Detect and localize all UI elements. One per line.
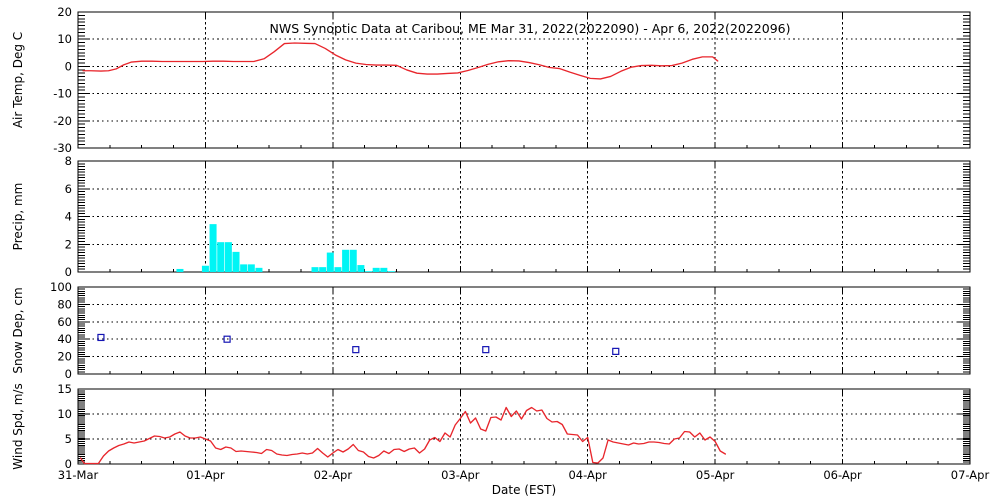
- precip-bar: [326, 252, 334, 272]
- y-tick-label: 20: [57, 350, 72, 364]
- y-axis-label-air-temperature: Air Temp, Deg C: [11, 32, 25, 128]
- precip-bar: [247, 264, 255, 272]
- x-tick-label: 06-Apr: [823, 468, 862, 482]
- y-axis-label-wind-speed: Wind Spd, m/s: [11, 383, 25, 469]
- y-tick-label: 0: [65, 457, 72, 471]
- precip-bar: [334, 267, 342, 272]
- series-line-wind-speed: [79, 406, 727, 465]
- snow-depth-marker: [612, 347, 620, 355]
- precip-bar: [176, 268, 184, 272]
- y-axis-label-precipitation: Precip, mm: [11, 183, 25, 251]
- precip-bar: [357, 265, 365, 272]
- precip-bar: [209, 224, 217, 272]
- y-tick-label: 0: [65, 59, 72, 73]
- y-tick-label: 10: [57, 32, 72, 46]
- y-tick-label: 80: [57, 297, 72, 311]
- precip-bar: [201, 265, 209, 272]
- precip-bar: [380, 267, 388, 272]
- x-tick-label: 07-Apr: [951, 468, 990, 482]
- y-tick-label: 4: [65, 210, 72, 224]
- y-tick-label: 15: [57, 382, 72, 396]
- y-tick-label: 20: [57, 5, 72, 19]
- precip-bar: [342, 249, 350, 272]
- y-tick-label: -30: [53, 141, 72, 155]
- y-tick-label: -20: [53, 114, 72, 128]
- y-tick-label: 100: [50, 280, 72, 294]
- precip-bar: [372, 267, 380, 272]
- y-tick-label: 5: [65, 432, 72, 446]
- y-tick-label: 6: [65, 182, 72, 196]
- snow-depth-marker: [482, 346, 490, 354]
- snow-depth-marker: [223, 335, 231, 343]
- panel-group: -30 -20 -10 0 10 20 Air Temp, Deg C 0 2 4 6 8 Precip…: [11, 5, 989, 482]
- precip-bar: [217, 242, 225, 272]
- y-tick-label: 10: [57, 407, 72, 421]
- precip-bar: [224, 242, 232, 272]
- x-tick-label: 01-Apr: [186, 468, 225, 482]
- chart-title: NWS Synoptic Data at Caribou, ME Mar 31,…: [270, 21, 791, 36]
- y-axis-label-snow-depth: Snow Dep, cm: [11, 287, 25, 373]
- snow-depth-marker: [352, 346, 360, 354]
- x-tick-label: 05-Apr: [696, 468, 735, 482]
- y-tick-label: 2: [65, 237, 72, 251]
- precip-bar: [232, 251, 240, 272]
- precip-bar: [255, 267, 263, 272]
- panel-precipitation: 0 2 4 6 8 Precip, mm: [11, 154, 971, 279]
- y-tick-label: 8: [65, 154, 72, 168]
- precip-bar: [240, 264, 248, 272]
- precip-bar: [319, 267, 327, 272]
- x-tick-label: 03-Apr: [441, 468, 480, 482]
- panel-wind-speed: 0 5 10 15 Wind Spd, m/s 31-Mar 01-Apr 02-Apr 03-…: [11, 382, 989, 482]
- panel-snow-depth: 0 20 40 60 80 100 Snow Dep, cm: [11, 280, 971, 381]
- y-tick-label: 40: [57, 332, 72, 346]
- y-tick-label: 0: [65, 265, 72, 279]
- series-line-air-temperature: [82, 42, 719, 80]
- x-tick-label: 31-Mar: [58, 468, 99, 482]
- precip-bar: [349, 249, 357, 272]
- precip-bar: [365, 271, 373, 272]
- x-axis-label: Date (EST): [492, 483, 556, 497]
- precip-bar: [311, 267, 319, 272]
- x-tick-label: 04-Apr: [568, 468, 607, 482]
- x-tick-label: 02-Apr: [314, 468, 353, 482]
- y-tick-label: 0: [65, 367, 72, 381]
- precip-bar: [387, 271, 395, 272]
- snow-depth-marker: [97, 333, 105, 342]
- panel-air-temperature: -30 -20 -10 0 10 20 Air Temp, Deg C: [11, 5, 971, 155]
- y-tick-label: 60: [57, 315, 72, 329]
- y-tick-label: -10: [53, 87, 72, 101]
